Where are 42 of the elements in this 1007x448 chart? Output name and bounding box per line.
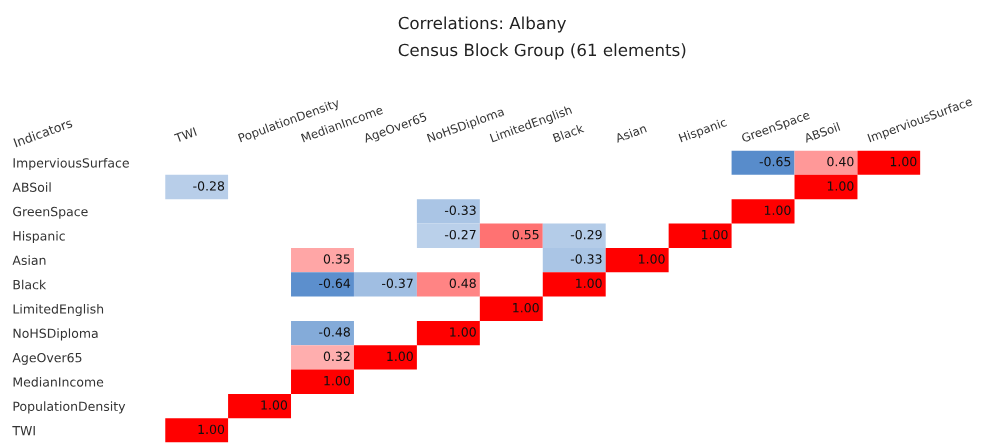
y-tick-label: GreenSpace bbox=[13, 206, 88, 219]
data-label: 1.00 bbox=[450, 327, 476, 337]
y-tick-label: TWI bbox=[12, 426, 35, 436]
x-tick-label: TWI bbox=[173, 127, 197, 143]
x-tick-label: Asian bbox=[614, 123, 647, 143]
y-tick-label: AgeOver65 bbox=[12, 352, 82, 365]
y-tick-label: ImperviousSurface bbox=[13, 157, 129, 171]
data-label: 1.00 bbox=[890, 156, 917, 167]
y-tick-label: PopulationDensity bbox=[13, 401, 126, 414]
data-label: -0.27 bbox=[444, 229, 476, 240]
data-label: 1.00 bbox=[513, 302, 539, 313]
data-label: 1.00 bbox=[387, 351, 413, 362]
data-label: -0.33 bbox=[570, 254, 602, 264]
data-label: 0.48 bbox=[449, 278, 476, 289]
data-label: 0.35 bbox=[323, 254, 350, 264]
data-label: 0.55 bbox=[512, 229, 539, 240]
data-label: 0.40 bbox=[827, 156, 854, 167]
data-label: -0.28 bbox=[193, 181, 225, 191]
data-label: 1.00 bbox=[764, 205, 791, 216]
data-label: 1.00 bbox=[576, 278, 602, 289]
y-tick-label: Black bbox=[13, 279, 47, 290]
data-label: 1.00 bbox=[198, 424, 225, 435]
data-label: 1.00 bbox=[324, 375, 350, 386]
data-label: 1.00 bbox=[827, 181, 854, 191]
data-label: -0.65 bbox=[759, 156, 791, 167]
y-tick-label: NoHSDiploma bbox=[13, 328, 98, 341]
data-label: 1.00 bbox=[261, 400, 288, 410]
y-tick-label: LimitedEnglish bbox=[13, 304, 104, 317]
data-label: -0.33 bbox=[444, 205, 476, 216]
data-label: 1.00 bbox=[701, 229, 728, 240]
data-label: 0.32 bbox=[323, 351, 350, 362]
chart-subtitle: Census Block Group (61 elements) bbox=[398, 43, 686, 60]
data-label: -0.29 bbox=[570, 229, 602, 240]
data-label: -0.64 bbox=[319, 278, 351, 289]
chart-title: Correlations: Albany bbox=[398, 16, 567, 33]
data-label: -0.48 bbox=[319, 327, 350, 337]
y-tick-label: Asian bbox=[12, 255, 46, 265]
y-tick-label: ABSoil bbox=[12, 182, 51, 192]
data-label: 1.00 bbox=[639, 254, 665, 264]
y-tick-label: Hispanic bbox=[13, 230, 65, 244]
y-tick-label: MedianIncome bbox=[13, 377, 104, 387]
data-label: -0.37 bbox=[382, 278, 413, 289]
